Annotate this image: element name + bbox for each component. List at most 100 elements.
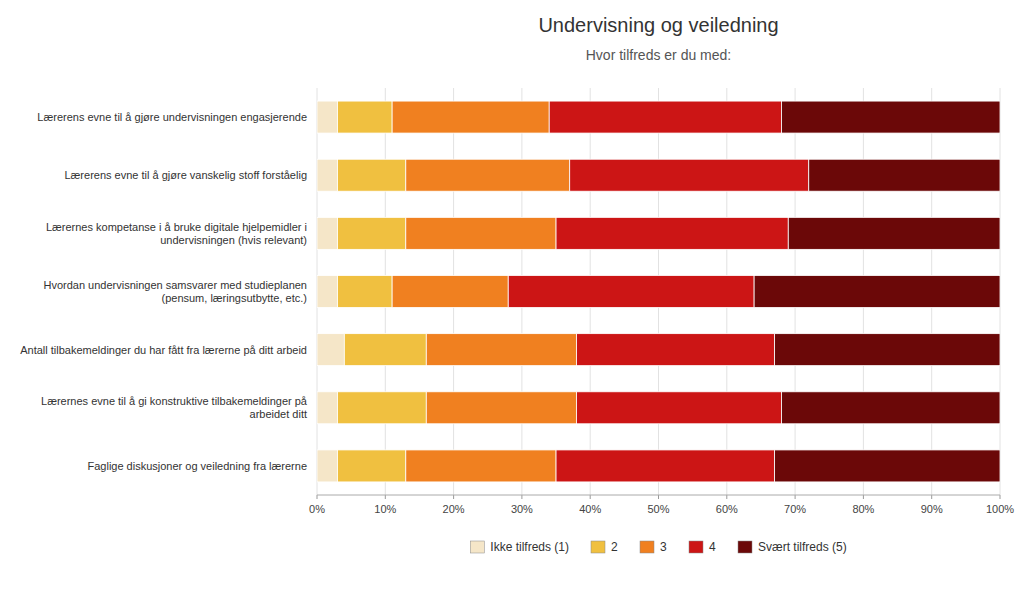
title: Undervisning og veiledning [538, 14, 778, 36]
x-tick [726, 495, 727, 499]
legend-label: Svært tilfreds (5) [758, 540, 847, 554]
x-tick-label: 30% [511, 503, 533, 515]
category-label-line: Lærerens evne til å gjøre vanskelig stof… [64, 169, 307, 181]
category-label: Lærernes kompetanse i å bruke digitale h… [46, 221, 307, 246]
bar-segment [337, 217, 405, 249]
bar-segment [406, 159, 570, 191]
x-axis: 0% 10% 20% 30% 40% 50% 60% 70% 80% 90% 100% [309, 495, 1014, 515]
bar-segment [508, 276, 754, 308]
x-tick-label: 80% [852, 503, 874, 515]
category-label: Hvordan undervisningen samsvarer med stu… [43, 279, 307, 304]
bar-segment [392, 101, 549, 133]
bar-segment [577, 392, 782, 424]
category-label-line: Lærernes evne til å gi konstruktive tilb… [41, 395, 308, 407]
legend-swatch [738, 541, 752, 553]
x-tick [521, 495, 522, 499]
legend-label: 4 [709, 540, 716, 554]
category-label: Lærerens evne til å gjøre vanskelig stof… [64, 169, 307, 181]
bar-segment [344, 334, 426, 366]
x-tick [1000, 495, 1001, 499]
subtitle: Hvor tilfreds er du med: [586, 47, 732, 63]
x-tick-label: 70% [784, 503, 806, 515]
grid [317, 88, 1000, 495]
x-tick [453, 495, 454, 499]
bar-segment [781, 392, 1000, 424]
x-tick-label: 0% [309, 503, 325, 515]
legend-label: 3 [660, 540, 667, 554]
category-labels: Lærerens evne til å gjøre undervisningen… [20, 111, 308, 472]
x-tick-label: 100% [986, 503, 1014, 515]
bar-segment [577, 334, 775, 366]
bar-segment [754, 276, 1000, 308]
legend-item: 3 [640, 540, 667, 554]
bar-segment [317, 392, 337, 424]
legend-item: 4 [689, 540, 716, 554]
bar-segment [337, 392, 426, 424]
x-tick-label: 10% [374, 503, 396, 515]
bar-segment [317, 101, 337, 133]
x-tick [317, 495, 318, 499]
category-label-line: Faglige diskusjoner og veiledning fra læ… [87, 460, 307, 472]
bar-segment [406, 450, 556, 482]
x-tick-label: 50% [647, 503, 669, 515]
x-axis-line [317, 495, 1000, 496]
x-tick [590, 495, 591, 499]
legend-label: 2 [611, 540, 618, 554]
category-label-line: Antall tilbakemeldinger du har fått fra … [20, 344, 307, 356]
category-label: Faglige diskusjoner og veiledning fra læ… [87, 460, 307, 472]
legend-swatch [640, 541, 654, 553]
x-tick-label: 60% [716, 503, 738, 515]
x-tick-label: 90% [921, 503, 943, 515]
legend: Ikke tilfreds (1) 2 3 4 Svært tilfreds (5) [470, 540, 846, 554]
bar-segment [337, 450, 405, 482]
bar-segment [392, 276, 508, 308]
bar-segment [556, 450, 775, 482]
legend-label: Ikke tilfreds (1) [490, 540, 569, 554]
bar-segment [426, 334, 576, 366]
category-label-line: undervisningen (hvis relevant) [160, 234, 307, 246]
bar-segment [317, 450, 337, 482]
bar-segment [775, 334, 1000, 366]
x-tick [863, 495, 864, 499]
legend-swatch [470, 541, 484, 553]
legend-item: 2 [591, 540, 618, 554]
category-label: Antall tilbakemeldinger du har fått fra … [20, 344, 307, 356]
category-label-line: Lærernes kompetanse i å bruke digitale h… [46, 221, 307, 233]
bar-segment [781, 101, 1000, 133]
series [754, 101, 1000, 482]
x-tick [658, 495, 659, 499]
x-tick [385, 495, 386, 499]
x-tick [931, 495, 932, 499]
chart: Lærerens evne til å gjøre undervisningen… [0, 0, 1024, 604]
category-label-line: (pensum, læringsutbytte, etc.) [161, 292, 307, 304]
bar-segment [317, 217, 337, 249]
bar-segment [317, 276, 337, 308]
bar-segment [406, 217, 556, 249]
bar-segment [337, 276, 392, 308]
legend-swatch [591, 541, 605, 553]
category-label: Lærerens evne til å gjøre undervisningen… [37, 111, 307, 123]
x-tick [795, 495, 796, 499]
category-label: Lærernes evne til å gi konstruktive tilb… [41, 395, 308, 420]
bar-segment [775, 450, 1000, 482]
category-label-line: arbeidet ditt [250, 408, 307, 420]
bar-segment [809, 159, 1000, 191]
category-label-line: Hvordan undervisningen samsvarer med stu… [43, 279, 307, 291]
bar-segment [337, 101, 392, 133]
bars [317, 101, 1000, 482]
bar-segment [570, 159, 809, 191]
legend-swatch [689, 541, 703, 553]
bar-segment [317, 334, 344, 366]
x-tick-label: 20% [443, 503, 465, 515]
legend-item: Svært tilfreds (5) [738, 540, 847, 554]
page: {"chart_data": { "type": "bar", "orienta… [0, 0, 1024, 604]
category-label-line: Lærerens evne til å gjøre undervisningen… [37, 111, 307, 123]
bar-segment [556, 217, 788, 249]
bar-segment [337, 159, 405, 191]
x-tick-label: 40% [579, 503, 601, 515]
bar-segment [426, 392, 576, 424]
legend-item: Ikke tilfreds (1) [470, 540, 569, 554]
bar-segment [788, 217, 1000, 249]
bar-segment [549, 101, 781, 133]
bar-segment [317, 159, 337, 191]
